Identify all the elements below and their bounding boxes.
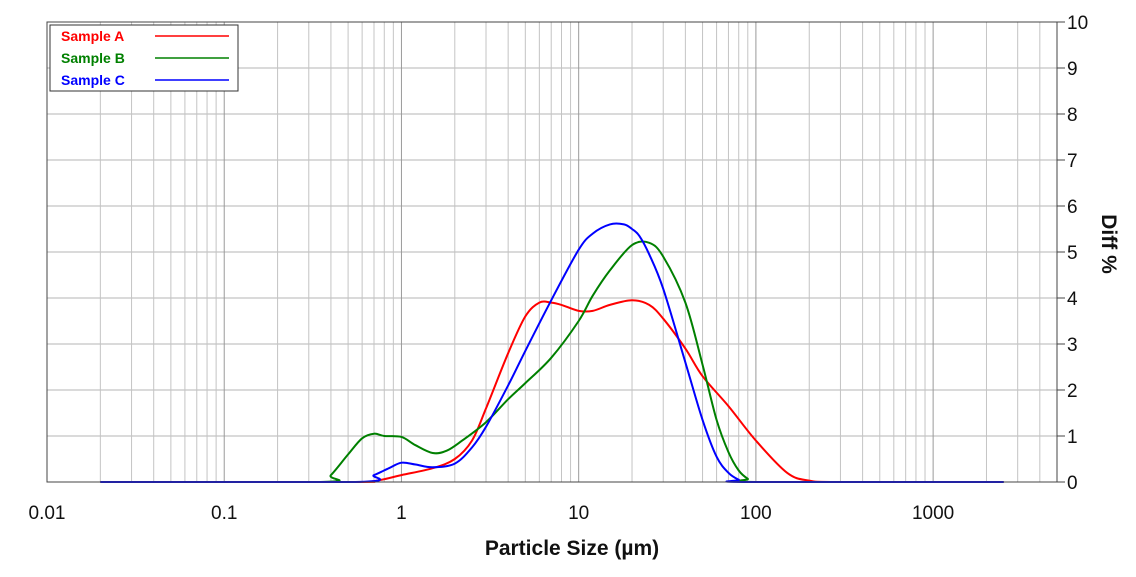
y-tick-label: 7 [1067, 151, 1078, 172]
y-tick-label: 2 [1067, 381, 1078, 402]
y-axis-ticks: 0 1 2 3 4 5 6 7 8 9 10 [1057, 13, 1088, 494]
legend: Sample A Sample B Sample C [49, 24, 239, 92]
legend-label-sample-a: Sample A [61, 28, 124, 44]
x-tick-label: 1 [396, 503, 407, 524]
series-line-sample-a [100, 299, 1004, 484]
x-axis-ticks: 0.01 0.1 1 10 100 1000 [29, 503, 955, 524]
x-tick-label: 0.1 [211, 503, 237, 524]
legend-label-sample-c: Sample C [61, 72, 125, 88]
x-tick-label: 10 [568, 503, 589, 524]
y-tick-label: 5 [1067, 243, 1078, 264]
y-axis-title: Diff % [1097, 214, 1120, 274]
y-tick-label: 8 [1067, 105, 1078, 126]
y-tick-label: 4 [1067, 289, 1078, 310]
legend-label-sample-b: Sample B [61, 50, 125, 66]
y-tick-label: 1 [1067, 427, 1078, 448]
x-tick-label: 100 [740, 503, 772, 524]
x-tick-label: 0.01 [29, 503, 66, 524]
x-axis-title: Particle Size (µm) [485, 537, 659, 560]
y-tick-label: 0 [1067, 473, 1078, 494]
y-tick-label: 3 [1067, 335, 1078, 356]
series-line-sample-b [100, 240, 1004, 484]
y-tick-label: 9 [1067, 59, 1078, 80]
x-tick-label: 1000 [912, 503, 954, 524]
series-lines [100, 222, 1004, 484]
y-tick-label: 6 [1067, 197, 1078, 218]
y-tick-label: 10 [1067, 13, 1088, 34]
series-line-sample-c [100, 222, 1004, 483]
